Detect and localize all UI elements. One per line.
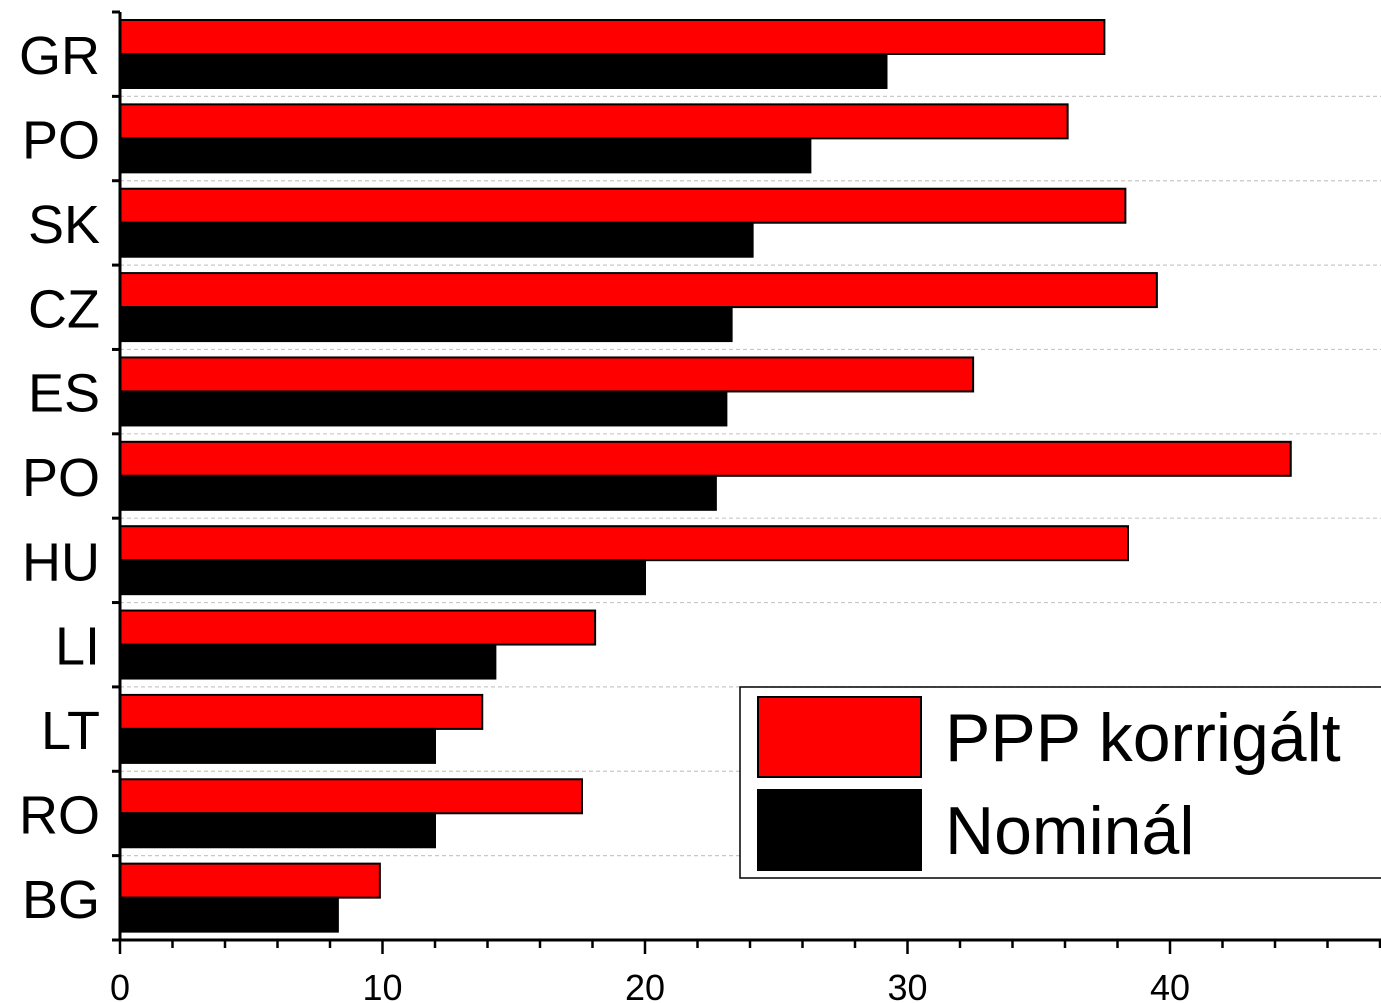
- category-label: GR: [19, 26, 100, 86]
- bar-ppp-po-1: [119, 103, 1069, 140]
- category-label: RO: [19, 785, 100, 845]
- x-tick-label: 10: [362, 967, 402, 1003]
- bar-nominal-cz-3: [119, 306, 733, 343]
- bar-nominal-hu-6: [119, 559, 646, 596]
- category-labels: GR PO SK CZ ES PO HU LI LT RO BG: [19, 26, 100, 930]
- axes: [112, 10, 1381, 954]
- x-tick-labels: 0 10 20 30 40: [110, 967, 1190, 1003]
- category-label: ES: [28, 364, 100, 424]
- bar-ppp-li-7: [119, 609, 597, 646]
- category-label: PO: [22, 111, 100, 171]
- bar-ppp-po-5: [119, 440, 1292, 477]
- bar-ppp-es-4: [119, 356, 975, 393]
- bar-nominal-li-7: [119, 643, 497, 680]
- category-label: HU: [22, 532, 100, 592]
- bar-nominal-lt-8: [119, 727, 436, 764]
- bar-nominal-sk-2: [119, 221, 754, 258]
- category-label: CZ: [28, 279, 100, 339]
- bar-ppp-gr-0: [119, 19, 1106, 55]
- bar-nominal-es-4: [119, 390, 728, 427]
- legend-label: Nominál: [945, 793, 1194, 869]
- category-label: LI: [55, 617, 100, 677]
- x-tick-label: 20: [625, 967, 665, 1003]
- bars: [119, 19, 1292, 933]
- bar-nominal-po-5: [119, 474, 717, 511]
- bar-ppp-hu-6: [119, 525, 1129, 562]
- x-tick-label: 30: [887, 967, 927, 1003]
- category-label: LT: [41, 701, 100, 761]
- bar-ppp-ro-9: [119, 778, 583, 815]
- bar-nominal-gr-0: [119, 53, 888, 89]
- category-label: SK: [28, 195, 100, 255]
- legend-swatch: [757, 789, 922, 871]
- bar-nominal-ro-9: [119, 812, 436, 849]
- x-tick-label: 0: [110, 967, 130, 1003]
- bar-nominal-bg-10: [119, 896, 339, 933]
- legend-label: PPP korrigált: [945, 700, 1341, 776]
- bar-ppp-lt-8: [119, 693, 484, 730]
- bar-ppp-sk-2: [119, 187, 1127, 224]
- bar-ppp-cz-3: [119, 272, 1158, 309]
- bar-nominal-po-1: [119, 137, 812, 174]
- category-label: BG: [22, 870, 100, 930]
- x-tick-label: 40: [1150, 967, 1190, 1003]
- bar-ppp-bg-10: [119, 862, 381, 899]
- legend: PPP korrigált Nominál: [739, 686, 1381, 879]
- legend-swatch: [757, 696, 922, 778]
- category-label: PO: [22, 448, 100, 508]
